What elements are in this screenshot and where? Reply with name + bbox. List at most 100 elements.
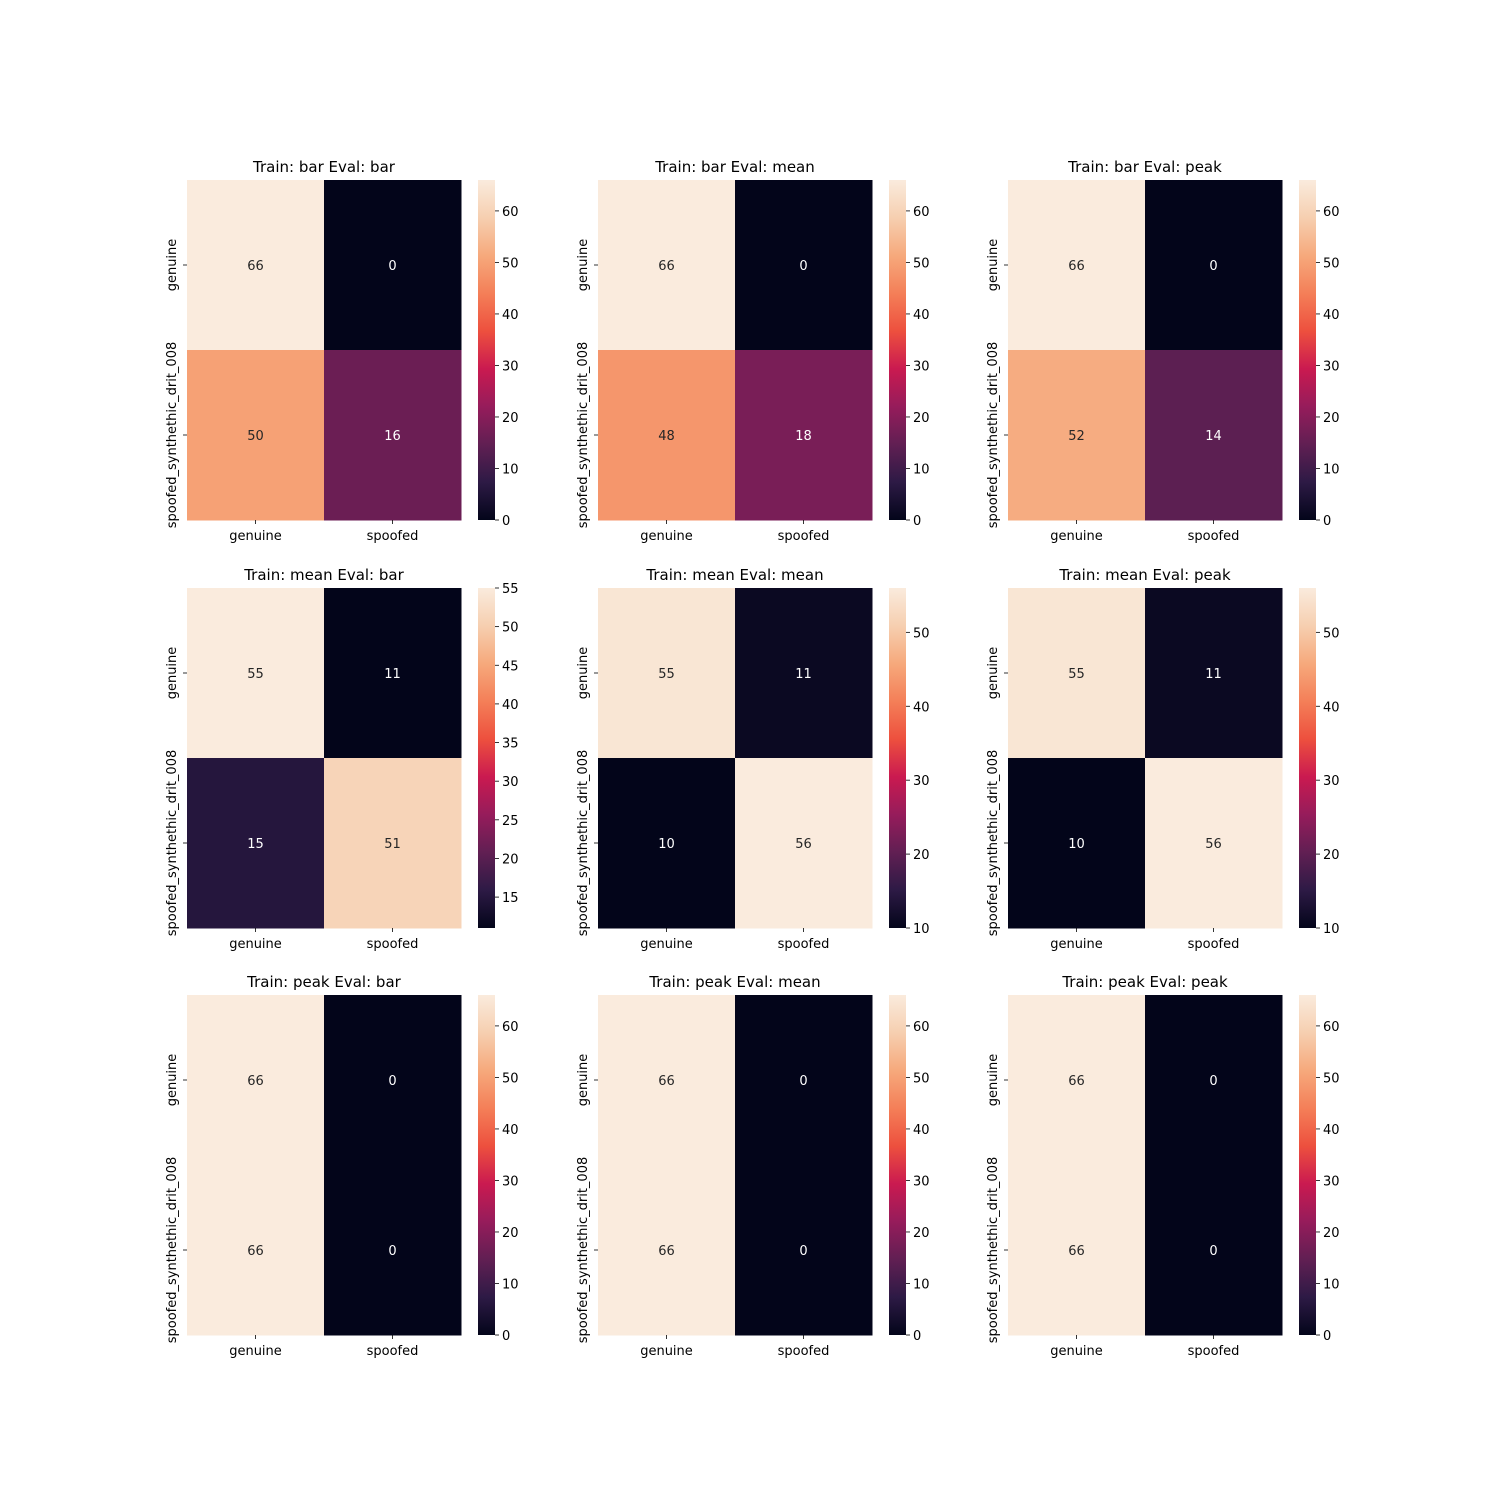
- chart-4-annotation-r1-c1: 51: [384, 837, 401, 852]
- chart-1-colorbar: [478, 180, 495, 520]
- chart-9: Train: peak Eval: peak 66 0 66 0 genuine spoof…: [986, 973, 1340, 1359]
- chart-3-title: Train: bar Eval: peak: [1067, 158, 1222, 176]
- chart-5-cell-r0-c0: [598, 588, 736, 759]
- chart-3-annotation-r0-c1: 0: [1209, 259, 1217, 274]
- chart-7-cell-r1-c0: [187, 1165, 325, 1336]
- chart-9-annotation-r1-c0: 66: [1068, 1244, 1085, 1259]
- chart-8-colorbar: [889, 995, 906, 1335]
- chart-9-colorbar-tick-label-6: 60: [1323, 1020, 1340, 1035]
- chart-1-annotation-r0-c0: 66: [247, 259, 264, 274]
- chart-6-colorbar-tick-label-1: 20: [1323, 848, 1340, 863]
- chart-2-annotation-r1-c0: 48: [658, 429, 675, 444]
- chart-7-colorbar-tick-label-0: 0: [502, 1329, 510, 1344]
- chart-2-colorbar-tick-label-3: 30: [913, 359, 930, 374]
- chart-2-colorbar: [889, 180, 906, 520]
- chart-9-colorbar-tick-label-3: 30: [1323, 1174, 1340, 1189]
- chart-9-y-tick-label-0: genuine: [986, 1054, 1001, 1107]
- chart-6-cell-r1-c1: [1145, 758, 1283, 929]
- chart-5: Train: mean Eval: mean 55 11 10 56 genuine spo…: [576, 566, 930, 952]
- chart-8-annotation-r1-c1: 0: [799, 1244, 807, 1259]
- chart-7-annotation-r0-c1: 0: [388, 1074, 396, 1089]
- chart-8-colorbar-tick-label-2: 20: [913, 1226, 930, 1241]
- chart-7-cell-r0-c0: [187, 995, 325, 1166]
- chart-5-y-tick-label-0: genuine: [576, 647, 591, 700]
- chart-3-y-tick-label-1: spoofed_synthethic_drit_008: [986, 342, 1001, 529]
- chart-1-x-tick-label-1: spoofed: [367, 529, 419, 544]
- chart-8-colorbar-tick-label-5: 50: [913, 1071, 930, 1086]
- chart-6-title: Train: mean Eval: peak: [1058, 566, 1231, 584]
- chart-2-y-tick-label-0: genuine: [576, 239, 591, 292]
- chart-4-x-tick-label-0: genuine: [229, 937, 282, 952]
- chart-7-annotation-r1-c0: 66: [247, 1244, 264, 1259]
- chart-7-cell-r0-c1: [324, 995, 462, 1166]
- chart-9-y-tick-label-1: spoofed_synthethic_drit_008: [986, 1157, 1001, 1344]
- chart-3-colorbar-tick-label-1: 10: [1323, 462, 1340, 477]
- chart-8-colorbar-tick-label-1: 10: [913, 1277, 930, 1292]
- chart-6-cell-r1-c0: [1008, 758, 1146, 929]
- chart-5-cell-r0-c1: [735, 588, 873, 759]
- chart-8-title: Train: peak Eval: mean: [648, 973, 820, 991]
- chart-3-y-tick-label-0: genuine: [986, 239, 1001, 292]
- chart-3-colorbar-tick-label-0: 0: [1323, 514, 1331, 529]
- chart-9-annotation-r0-c0: 66: [1068, 1074, 1085, 1089]
- chart-7-colorbar-tick-label-2: 20: [502, 1226, 519, 1241]
- chart-8-annotation-r1-c0: 66: [658, 1244, 675, 1259]
- chart-4-x-tick-label-1: spoofed: [367, 937, 419, 952]
- chart-4-colorbar-tick-label-0: 15: [502, 891, 519, 906]
- chart-8-annotation-r0-c1: 0: [799, 1074, 807, 1089]
- chart-3-cell-r0-c0: [1008, 180, 1146, 351]
- chart-3-annotation-r1-c0: 52: [1068, 429, 1085, 444]
- chart-5-colorbar-tick-label-4: 50: [913, 626, 930, 641]
- chart-2-y-tick-label-1: spoofed_synthethic_drit_008: [576, 342, 591, 529]
- chart-6-y-tick-label-1: spoofed_synthethic_drit_008: [986, 750, 1001, 937]
- chart-7-colorbar-tick-label-3: 30: [502, 1174, 519, 1189]
- chart-3-cell-r1-c1: [1145, 350, 1283, 521]
- chart-5-annotation-r1-c0: 10: [658, 837, 675, 852]
- chart-1-y-tick-label-0: genuine: [165, 239, 180, 292]
- chart-2-cell-r0-c0: [598, 180, 736, 351]
- chart-4-colorbar-tick-label-7: 50: [502, 621, 519, 636]
- chart-1-colorbar-tick-label-1: 10: [502, 462, 519, 477]
- chart-3-colorbar-tick-label-2: 20: [1323, 411, 1340, 426]
- chart-4-colorbar: [478, 588, 495, 928]
- chart-6-y-tick-label-0: genuine: [986, 647, 1001, 700]
- chart-4-annotation-r0-c1: 11: [384, 667, 401, 682]
- chart-7-colorbar-tick-label-6: 60: [502, 1020, 519, 1035]
- chart-4-colorbar-tick-label-6: 45: [502, 659, 519, 674]
- chart-5-colorbar-tick-label-3: 40: [913, 700, 930, 715]
- chart-7-annotation-r1-c1: 0: [388, 1244, 396, 1259]
- chart-2-colorbar-tick-label-6: 60: [913, 205, 930, 220]
- chart-9-cell-r0-c0: [1008, 995, 1146, 1166]
- chart-5-annotation-r0-c0: 55: [658, 667, 675, 682]
- chart-5-annotation-r0-c1: 11: [795, 667, 812, 682]
- chart-4-colorbar-tick-label-2: 25: [502, 814, 519, 829]
- chart-6-colorbar-tick-label-4: 50: [1323, 626, 1340, 641]
- chart-4-colorbar-tick-label-4: 35: [502, 737, 519, 752]
- chart-2-annotation-r0-c0: 66: [658, 259, 675, 274]
- chart-3-cell-r1-c0: [1008, 350, 1146, 521]
- chart-8-cell-r1-c1: [735, 1165, 873, 1336]
- chart-9-colorbar-tick-label-1: 10: [1323, 1277, 1340, 1292]
- chart-1-y-tick-label-1: spoofed_synthethic_drit_008: [165, 342, 180, 529]
- chart-1-colorbar-tick-label-0: 0: [502, 514, 510, 529]
- chart-1-x-tick-label-0: genuine: [229, 529, 282, 544]
- chart-6-x-tick-label-1: spoofed: [1188, 937, 1240, 952]
- chart-9-x-tick-label-0: genuine: [1050, 1344, 1103, 1359]
- chart-3-colorbar-tick-label-5: 50: [1323, 256, 1340, 271]
- chart-1-colorbar-tick-label-3: 30: [502, 359, 519, 374]
- chart-1-cell-r1-c1: [324, 350, 462, 521]
- chart-2-cell-r1-c1: [735, 350, 873, 521]
- chart-2-colorbar-tick-label-0: 0: [913, 514, 921, 529]
- chart-1: Train: bar Eval: bar 66 0 50 16 genuine spoofe…: [165, 158, 519, 544]
- chart-6-annotation-r0-c0: 55: [1068, 667, 1085, 682]
- chart-4-annotation-r0-c0: 55: [247, 667, 264, 682]
- chart-8: Train: peak Eval: mean 66 0 66 0 genuine spoof…: [576, 973, 930, 1359]
- chart-8-y-tick-label-1: spoofed_synthethic_drit_008: [576, 1157, 591, 1344]
- chart-4-colorbar-tick-label-3: 30: [502, 775, 519, 790]
- chart-4-colorbar-tick-label-1: 20: [502, 852, 519, 867]
- chart-2-colorbar-tick-label-2: 20: [913, 411, 930, 426]
- chart-1-annotation-r1-c1: 16: [384, 429, 401, 444]
- chart-2-title: Train: bar Eval: mean: [654, 158, 815, 176]
- chart-5-annotation-r1-c1: 56: [795, 837, 812, 852]
- chart-4-title: Train: mean Eval: bar: [243, 566, 404, 584]
